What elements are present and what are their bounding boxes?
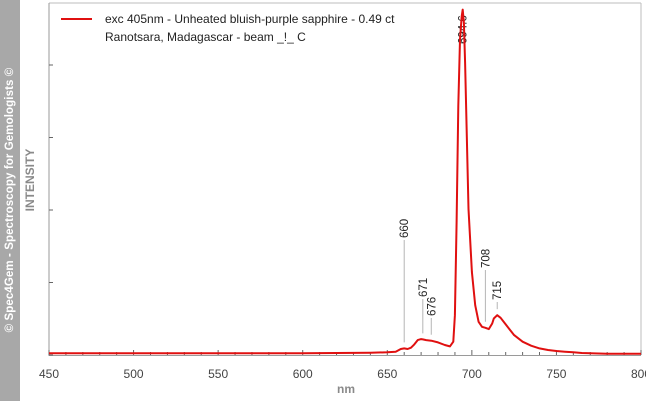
- x-tick-label: 550: [208, 367, 228, 381]
- y-axis-ticks: [49, 64, 53, 356]
- peak-label-676: 676: [426, 297, 438, 316]
- legend-label-line1: exc 405nm - Unheated bluish-purple sapph…: [105, 12, 395, 26]
- peak-label-671: 671: [418, 278, 430, 297]
- x-tick-label: 500: [124, 367, 144, 381]
- x-tick-label: 600: [293, 367, 313, 381]
- x-tick-label: 800: [631, 367, 646, 381]
- x-tick-label: 650: [377, 367, 397, 381]
- x-tick-label: 750: [546, 367, 566, 381]
- plot-frame: [48, 2, 642, 356]
- x-tick-label: 700: [462, 367, 482, 381]
- x-tick-label: 450: [39, 367, 59, 381]
- peak-label-708: 708: [480, 249, 492, 268]
- x-axis-ticks: 450 500 550 600 650 700 750 800: [39, 350, 646, 381]
- series-layer: [49, 8, 641, 355]
- watermark-sidebar: © Spec4Gem - Spectroscopy for Gemologist…: [0, 0, 20, 401]
- peak-label-660: 660: [399, 219, 411, 238]
- x-axis-label: nm: [337, 382, 355, 396]
- legend-label-line2: Ranotsara, Madagascar - beam _!_ C: [105, 30, 306, 44]
- legend: exc 405nm - Unheated bluish-purple sapph…: [61, 12, 395, 44]
- series-line: [49, 8, 641, 355]
- peak-label-715: 715: [492, 281, 504, 300]
